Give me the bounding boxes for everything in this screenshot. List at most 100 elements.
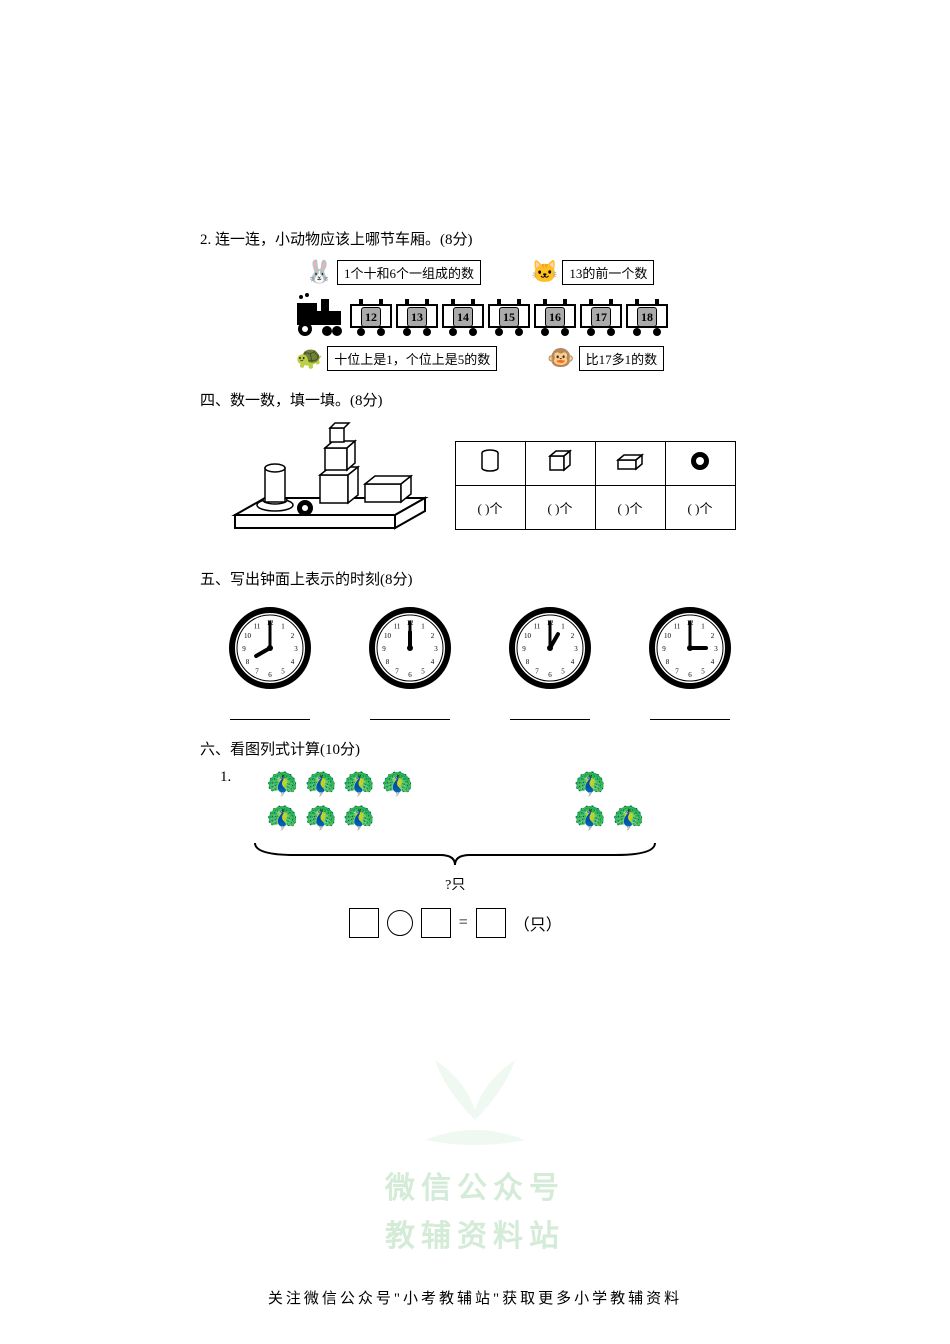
operand-box[interactable]: [421, 908, 451, 938]
car-number: 14: [453, 307, 473, 327]
svg-text:8: 8: [666, 658, 670, 666]
question-mark-label: ?只: [245, 874, 665, 894]
unit-label: （只）: [514, 911, 562, 935]
car-number: 17: [591, 307, 611, 327]
svg-text:8: 8: [526, 658, 530, 666]
bird-icon: 🦚: [305, 769, 337, 799]
svg-text:6: 6: [408, 671, 412, 679]
turtle-icon: 🐢: [296, 345, 323, 371]
operator-circle[interactable]: [387, 910, 413, 936]
result-box[interactable]: [476, 908, 506, 938]
svg-text:1: 1: [281, 622, 285, 630]
svg-text:6: 6: [268, 671, 272, 679]
svg-text:9: 9: [662, 645, 666, 653]
svg-text:2: 2: [711, 632, 715, 640]
bird-icon: 🦚: [574, 769, 606, 799]
q4-block: ( )个 ( )个 ( )个 ( )个: [200, 420, 760, 550]
svg-text:7: 7: [395, 668, 399, 676]
watermark-line2: 教辅资料站: [385, 1213, 565, 1261]
cat-icon: 🐱: [531, 259, 558, 285]
svg-text:4: 4: [711, 658, 715, 666]
svg-text:8: 8: [386, 658, 390, 666]
svg-text:1: 1: [561, 622, 565, 630]
clock-cell: 123456789101112: [630, 605, 750, 720]
svg-text:10: 10: [244, 632, 252, 640]
watermark-line1: 微信公众号: [385, 1165, 565, 1213]
svg-text:9: 9: [522, 645, 526, 653]
svg-text:10: 10: [384, 632, 392, 640]
svg-text:1: 1: [701, 622, 705, 630]
car-number: 13: [407, 307, 427, 327]
train-car: 17: [579, 297, 623, 337]
svg-text:3: 3: [434, 645, 438, 653]
bird-icon: 🦚: [381, 769, 413, 799]
bird-group-left: 🦚🦚🦚🦚🦚🦚🦚: [266, 769, 414, 833]
train-car: 15: [487, 297, 531, 337]
clock-icon: 123456789101112: [367, 605, 453, 691]
svg-text:4: 4: [571, 658, 575, 666]
page-footer: 关注微信公众号"小考教辅站"获取更多小学教辅资料: [0, 1287, 950, 1308]
car-number: 18: [637, 307, 657, 327]
bird-icon: 🦚: [612, 803, 644, 833]
svg-text:4: 4: [431, 658, 435, 666]
leaf-icon: [405, 1050, 545, 1160]
svg-text:2: 2: [571, 632, 575, 640]
train-car: 14: [441, 297, 485, 337]
animal-cell: 🐢 十位上是1，个位上是5的数: [296, 345, 497, 371]
svg-text:2: 2: [291, 632, 295, 640]
clock-icon: 123456789101112: [647, 605, 733, 691]
svg-text:5: 5: [561, 668, 565, 676]
cuboid-icon: [595, 441, 665, 485]
clock-cell: 123456789101112: [210, 605, 330, 720]
train-car: 12: [349, 297, 393, 337]
svg-text:6: 6: [688, 671, 692, 679]
svg-text:5: 5: [421, 668, 425, 676]
svg-text:5: 5: [701, 668, 705, 676]
svg-text:10: 10: [524, 632, 532, 640]
answer-line[interactable]: [230, 719, 310, 720]
train-car: 18: [625, 297, 669, 337]
clock-icon: 123456789101112: [227, 605, 313, 691]
animal-label: 13的前一个数: [562, 260, 654, 285]
svg-text:7: 7: [255, 668, 259, 676]
answer-line[interactable]: [370, 719, 450, 720]
svg-text:11: 11: [534, 622, 541, 630]
car-number: 12: [361, 307, 381, 327]
count-cell[interactable]: ( )个: [525, 485, 595, 529]
svg-text:8: 8: [246, 658, 250, 666]
car-number: 15: [499, 307, 519, 327]
animal-cell: 🐵 比17多1的数: [547, 345, 664, 371]
svg-text:9: 9: [242, 645, 246, 653]
clock-icon: 123456789101112: [507, 605, 593, 691]
svg-text:3: 3: [714, 645, 718, 653]
bird-groups: 🦚🦚🦚🦚🦚🦚🦚 🦚🦚🦚: [245, 769, 665, 833]
brace-icon: [245, 839, 665, 872]
q2-title: 2. 连一连，小动物应该上哪节车厢。(8分): [200, 228, 760, 249]
svg-text:3: 3: [294, 645, 298, 653]
clock-cell: 123456789101112: [350, 605, 470, 720]
svg-text:1: 1: [421, 622, 425, 630]
train-car: 13: [395, 297, 439, 337]
equals-sign: =: [459, 914, 468, 932]
sphere-icon: [665, 441, 735, 485]
answer-line[interactable]: [650, 719, 730, 720]
animal-label: 1个十和6个一组成的数: [337, 260, 481, 285]
svg-text:6: 6: [548, 671, 552, 679]
operand-box[interactable]: [349, 908, 379, 938]
count-cell[interactable]: ( )个: [455, 485, 525, 529]
item-number: 1.: [220, 769, 231, 786]
answer-line[interactable]: [510, 719, 590, 720]
count-cell[interactable]: ( )个: [665, 485, 735, 529]
cube-icon: [525, 441, 595, 485]
svg-text:11: 11: [394, 622, 401, 630]
count-cell[interactable]: ( )个: [595, 485, 665, 529]
monkey-icon: 🐵: [547, 345, 574, 371]
q2-block: 🐰 1个十和6个一组成的数 🐱 13的前一个数: [200, 259, 760, 371]
q2-animals-top: 🐰 1个十和6个一组成的数 🐱 13的前一个数: [200, 259, 760, 285]
q6-title: 六、看图列式计算(10分): [200, 738, 760, 759]
animal-cell: 🐱 13的前一个数: [531, 259, 654, 285]
animal-cell: 🐰 1个十和6个一组成的数: [306, 259, 481, 285]
svg-text:9: 9: [382, 645, 386, 653]
q5-clocks: 123456789101112 123456789101112 12345678…: [200, 605, 760, 720]
watermark: 微信公众号 教辅资料站: [385, 1050, 565, 1261]
